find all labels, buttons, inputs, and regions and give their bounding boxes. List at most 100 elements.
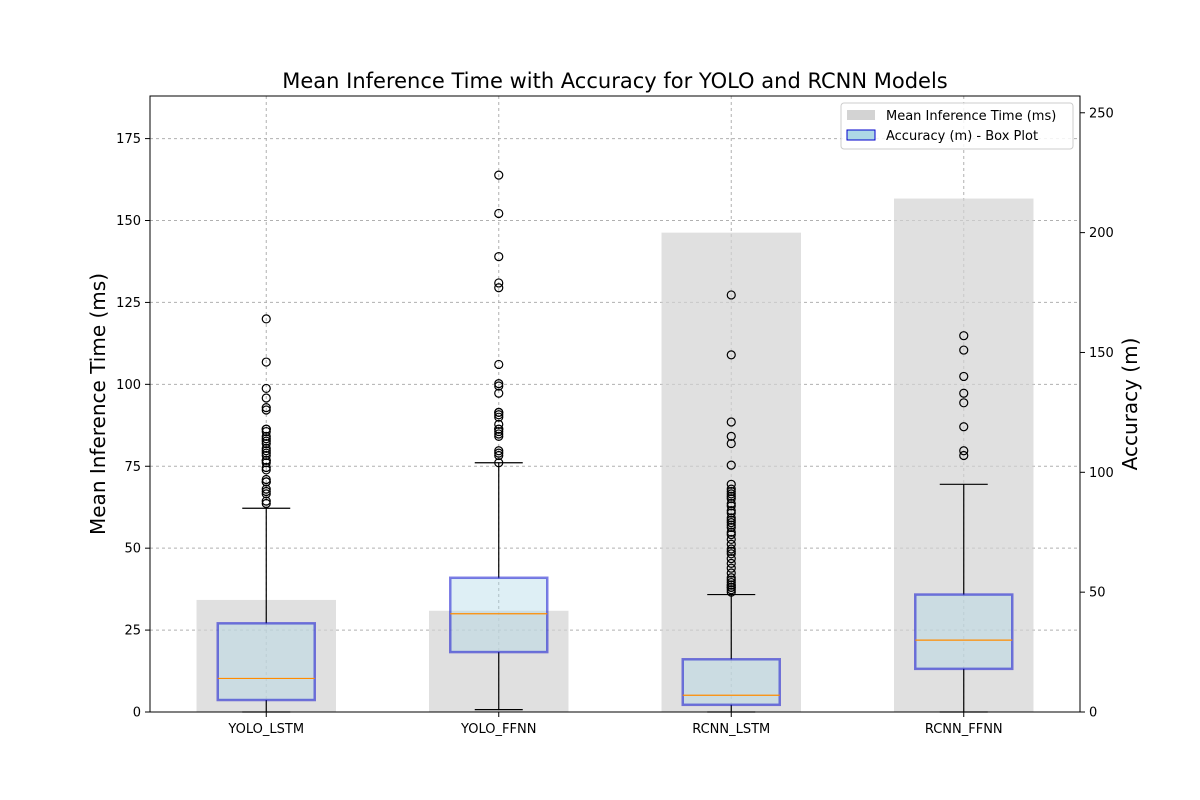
- right-axis: 0 50 100 150 200 250: [1080, 106, 1114, 721]
- y2-tick-label: 200: [1089, 226, 1114, 241]
- box-outlier: [726, 498, 736, 509]
- box-outlier: [959, 345, 969, 355]
- y-tick-label: 75: [124, 460, 141, 475]
- y-tick-label: 125: [116, 296, 141, 311]
- box-outlier: [726, 417, 736, 427]
- box-outlier: [261, 443, 271, 453]
- box-outlier: [494, 450, 504, 461]
- y-tick-label: 150: [116, 214, 141, 229]
- box-outlier: [261, 455, 271, 465]
- legend-label-mean: Mean Inference Time (ms): [886, 109, 1056, 124]
- box-outlier: [726, 438, 736, 449]
- box-outlier: [726, 580, 736, 590]
- box-outlier: [261, 405, 271, 415]
- y2-tick-label: 250: [1089, 106, 1114, 121]
- legend-frame: [840, 102, 1074, 150]
- box-outlier: [726, 431, 736, 441]
- box-outlier: [261, 314, 271, 324]
- box-outlier: [494, 388, 504, 398]
- box-outlier: [726, 494, 736, 504]
- box-outlier: [726, 491, 736, 501]
- box-outlier: [494, 429, 504, 439]
- chart-title: Mean Inference Time with Accuracy for YO…: [282, 69, 948, 93]
- box-outlier: [959, 422, 969, 432]
- box-outlier: [494, 424, 504, 434]
- box-outlier: [726, 479, 736, 489]
- box-outlier: [726, 506, 736, 516]
- box-outlier: [726, 522, 736, 533]
- box-outlier: [726, 575, 736, 585]
- legend-swatch-accuracy: [846, 129, 876, 141]
- box-outlier: [494, 446, 504, 456]
- box-outlier: [726, 486, 736, 497]
- box-outlier: [726, 563, 736, 573]
- box-outlier: [726, 549, 736, 559]
- box-outlier: [959, 371, 969, 382]
- box-outlier: [494, 407, 504, 417]
- box-outlier: [494, 251, 504, 262]
- box-outlier: [726, 573, 736, 583]
- box-outlier: [261, 486, 271, 497]
- x-tick-label: RCNN_FFNN: [925, 722, 1003, 737]
- box-outlier: [726, 582, 736, 592]
- box-outlier: [261, 434, 271, 444]
- box-outlier: [726, 520, 736, 530]
- box-outlier: [726, 350, 736, 360]
- box-outlier: [494, 208, 504, 219]
- box-outlier: [494, 431, 504, 441]
- box-outlier: [726, 539, 736, 549]
- box-outlier: [261, 393, 271, 403]
- box-outlier: [726, 558, 736, 568]
- box-outlier: [959, 450, 969, 461]
- box-outlier: [726, 530, 736, 540]
- box-series: [216, 170, 1014, 713]
- box-outlier: [261, 426, 271, 437]
- box-outlier: [726, 587, 736, 597]
- box-outlier: [494, 283, 504, 293]
- box-outlier: [494, 426, 504, 437]
- box-outlier: [726, 534, 736, 545]
- box-outlier: [726, 577, 736, 588]
- box-outlier: [959, 331, 969, 341]
- box-outlier: [261, 436, 271, 446]
- y-tick-label: 25: [124, 624, 141, 639]
- box-outlier: [261, 431, 271, 441]
- box-outlier: [261, 357, 271, 367]
- box-outlier: [494, 458, 504, 468]
- y-axis-title: Mean Inference Time (ms): [86, 273, 110, 535]
- box-outlier: [726, 484, 736, 494]
- y-tick-label: 100: [116, 378, 141, 393]
- box-outlier: [959, 398, 969, 408]
- box-outlier: [959, 388, 969, 398]
- box-outlier: [261, 484, 271, 494]
- y2-tick-label: 150: [1089, 346, 1114, 361]
- box-outlier: [261, 448, 271, 458]
- y-tick-label: 50: [124, 542, 141, 557]
- y-tick-label: 175: [116, 132, 141, 147]
- x-tick-label: RCNN_LSTM: [692, 722, 770, 737]
- y2-axis-title: Accuracy (m): [1118, 338, 1142, 471]
- box-outlier: [261, 438, 271, 449]
- box-outlier: [494, 381, 504, 391]
- x-axis: YOLO_LSTM YOLO_FFNN RCNN_LSTM RCNN_FFNN: [227, 712, 1003, 737]
- box-outlier: [726, 501, 736, 511]
- box-outlier: [261, 458, 271, 468]
- box-outlier: [261, 402, 271, 413]
- plot-frame: [149, 95, 1081, 713]
- box-outlier: [726, 553, 736, 564]
- box: [216, 622, 316, 702]
- y2-tick-label: 0: [1089, 706, 1097, 721]
- box-outlier: [726, 460, 736, 470]
- left-axis: 0 25 50 75 100 125 150 175: [116, 132, 150, 721]
- box-outlier: [261, 383, 271, 394]
- box-outlier: [494, 278, 504, 288]
- box-outlier: [959, 446, 969, 456]
- bar-series: [196, 198, 1034, 713]
- box-outlier: [261, 462, 271, 473]
- y2-tick-label: 100: [1089, 466, 1114, 481]
- box-outlier: [726, 544, 736, 554]
- box-outlier: [726, 513, 736, 523]
- box-outlier: [261, 474, 271, 485]
- legend-swatch-mean: [847, 110, 875, 120]
